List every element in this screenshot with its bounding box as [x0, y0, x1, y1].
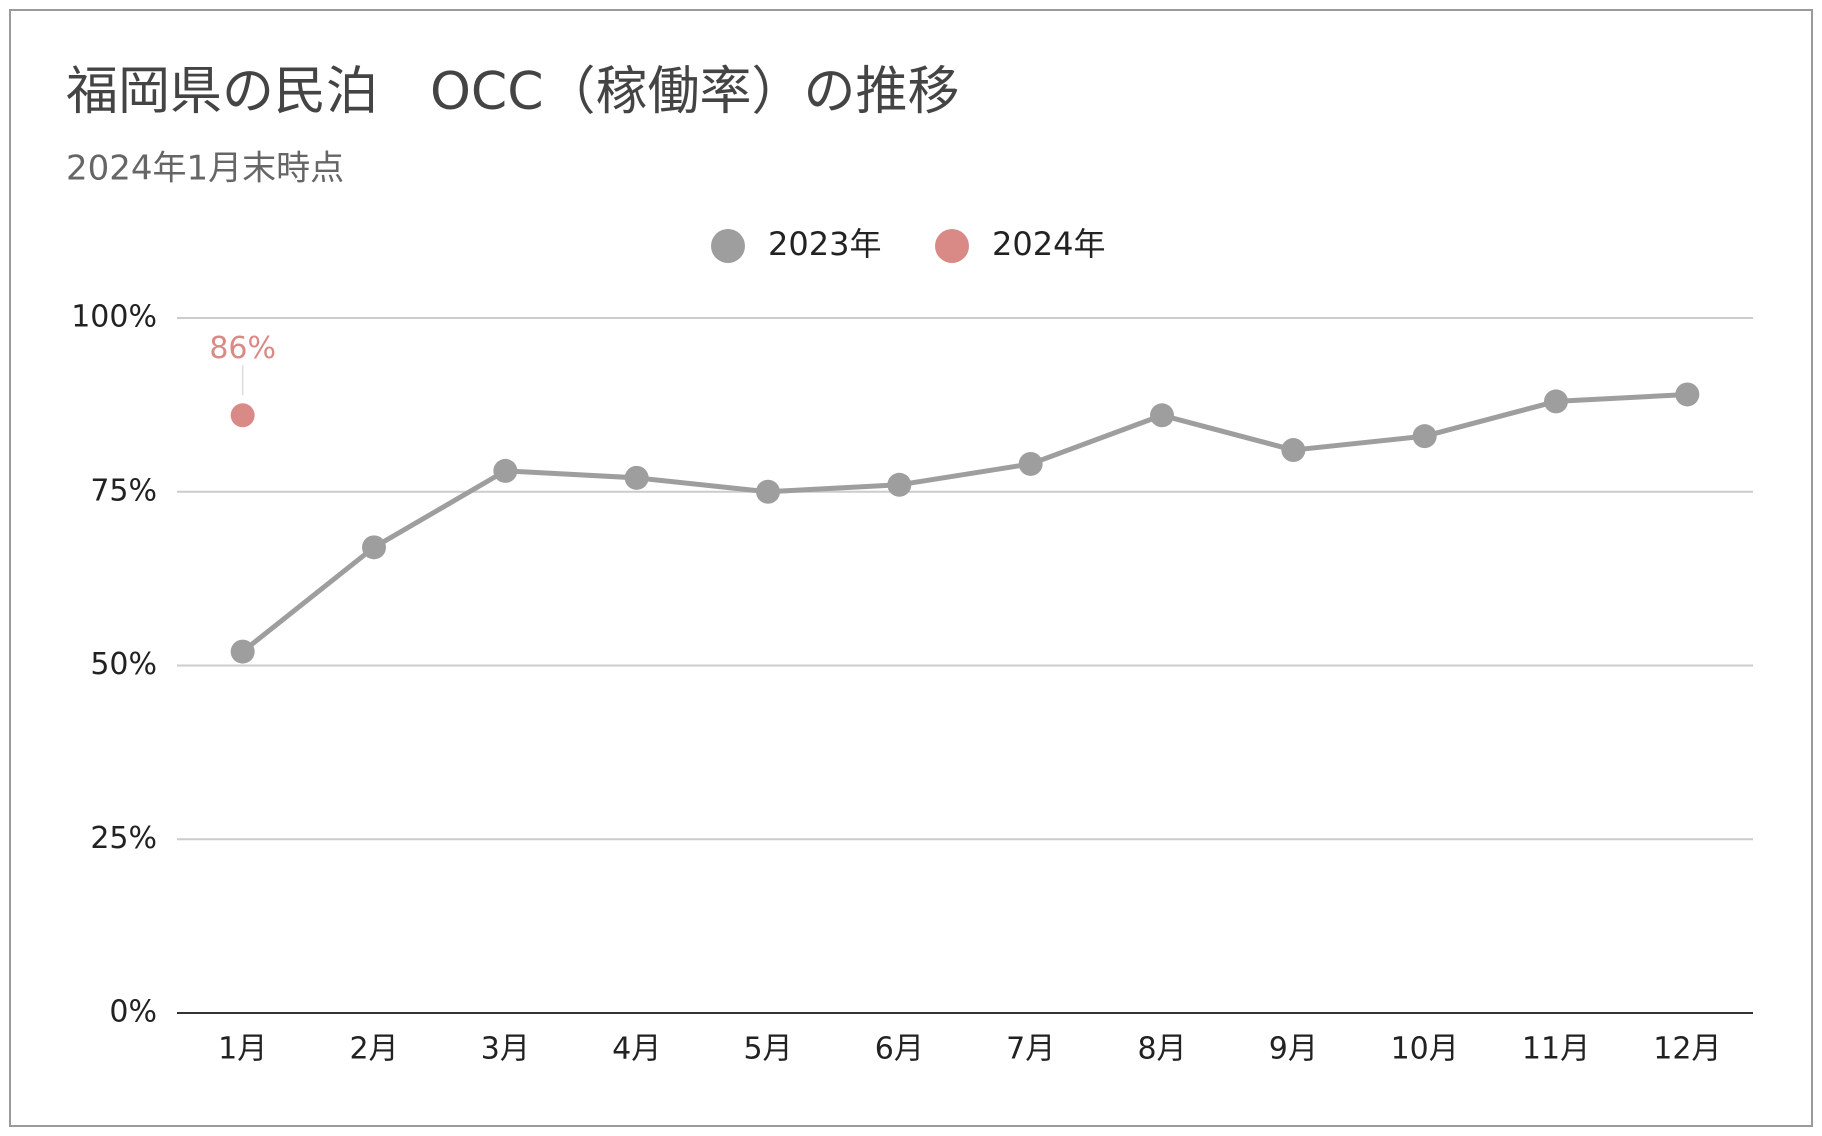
chart-frame: [9, 9, 1813, 1127]
data-point: [1018, 451, 1043, 476]
series-line: [241, 391, 1688, 654]
x-tick-label: 4月: [612, 1032, 661, 1067]
x-tick-label: 2月: [349, 1032, 398, 1067]
legend-marker: [711, 229, 745, 263]
x-tick-label: 9月: [1269, 1032, 1318, 1067]
data-point: [1544, 389, 1568, 414]
chart-title: 福岡県の民泊 OCC（稼働率）の推移: [66, 62, 960, 122]
legend-label: 2024年: [992, 225, 1105, 263]
data-point: [756, 479, 780, 504]
y-tick-label: 100%: [71, 300, 157, 335]
x-tick-label: 7月: [1006, 1032, 1055, 1067]
data-point: [624, 465, 649, 490]
legend-label: 2023年: [768, 225, 881, 263]
y-tick-label: 0%: [109, 995, 157, 1030]
x-tick-label: 12月: [1653, 1032, 1721, 1067]
legend-marker: [935, 229, 969, 263]
data-point: [493, 458, 518, 483]
data-point: [1675, 382, 1700, 407]
x-tick-label: 5月: [743, 1032, 792, 1067]
x-tick-label: 3月: [481, 1032, 530, 1067]
data-point: [230, 403, 255, 428]
y-tick-label: 50%: [90, 647, 157, 682]
x-tick-label: 10月: [1391, 1032, 1459, 1067]
x-tick-label: 8月: [1137, 1032, 1186, 1067]
y-tick-label: 75%: [90, 473, 157, 508]
data-point: [1412, 424, 1437, 449]
data-point: [230, 639, 255, 664]
data-point: [887, 472, 912, 497]
data-point: [1150, 403, 1174, 428]
x-tick-label: 11月: [1522, 1032, 1590, 1067]
x-tick-label: 6月: [875, 1032, 924, 1067]
chart-subtitle: 2024年1月末時点: [66, 149, 344, 189]
data-point: [362, 535, 386, 560]
data-label: 86%: [209, 331, 276, 366]
x-tick-label: 1月: [218, 1032, 267, 1067]
data-point: [1281, 438, 1306, 463]
y-tick-label: 25%: [90, 821, 157, 856]
